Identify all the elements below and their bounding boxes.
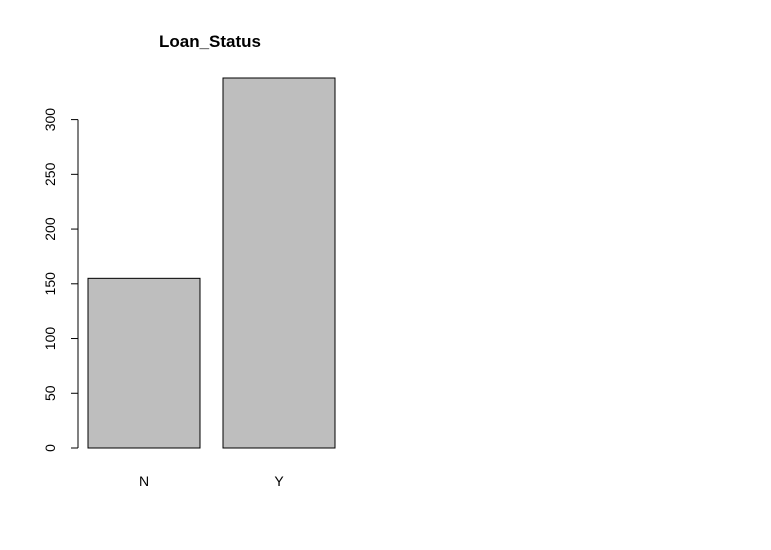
- bar: [87, 277, 201, 449]
- y-tick-label: 50: [42, 385, 58, 401]
- y-tick-label: 200: [42, 217, 58, 241]
- y-tick-label: 150: [42, 272, 58, 296]
- x-tick-label: N: [139, 473, 149, 489]
- y-tick-label: 100: [42, 327, 58, 351]
- bar: [222, 77, 336, 449]
- y-tick-label: 300: [42, 108, 58, 132]
- y-tick-label: 250: [42, 162, 58, 186]
- chart-title: Loan_Status: [159, 32, 261, 51]
- x-tick-label: Y: [274, 473, 284, 489]
- y-tick-label: 0: [42, 444, 58, 452]
